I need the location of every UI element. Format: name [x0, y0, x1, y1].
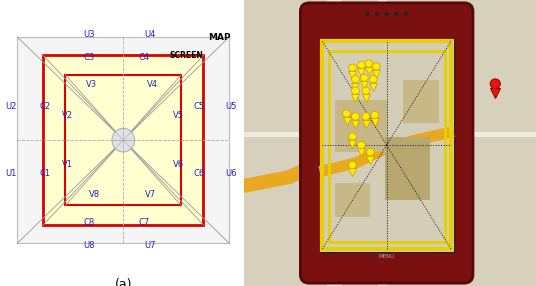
- Circle shape: [369, 76, 377, 83]
- Text: U6: U6: [225, 169, 236, 178]
- Text: V5: V5: [173, 111, 184, 120]
- FancyBboxPatch shape: [300, 3, 473, 283]
- Circle shape: [361, 74, 368, 82]
- Text: U2: U2: [5, 102, 17, 112]
- Bar: [334, 183, 370, 217]
- Bar: [327, 77, 401, 129]
- Circle shape: [362, 87, 370, 94]
- Circle shape: [348, 133, 356, 140]
- Text: V6: V6: [173, 160, 184, 169]
- Bar: [320, 39, 453, 252]
- Circle shape: [375, 12, 379, 16]
- Circle shape: [367, 148, 374, 156]
- Circle shape: [352, 76, 359, 83]
- Circle shape: [348, 161, 356, 169]
- Text: C8: C8: [84, 218, 95, 227]
- Text: U7: U7: [145, 241, 156, 251]
- Text: C4: C4: [139, 53, 150, 62]
- Bar: [65, 75, 181, 205]
- Text: U4: U4: [145, 30, 156, 39]
- Text: V7: V7: [145, 190, 156, 199]
- Bar: [322, 41, 451, 249]
- Text: (b): (b): [369, 272, 386, 285]
- Text: C5: C5: [193, 102, 204, 112]
- Circle shape: [358, 141, 365, 149]
- Bar: [334, 100, 388, 152]
- Bar: [327, 152, 372, 186]
- Bar: [329, 51, 445, 242]
- Circle shape: [362, 113, 370, 120]
- Text: U3: U3: [83, 30, 95, 39]
- Circle shape: [365, 60, 373, 67]
- Text: V8: V8: [90, 190, 101, 199]
- Circle shape: [371, 111, 378, 119]
- Circle shape: [490, 79, 500, 89]
- Circle shape: [394, 12, 398, 16]
- Text: C3: C3: [84, 53, 95, 62]
- Bar: [378, 0, 386, 286]
- Text: C6: C6: [193, 169, 204, 178]
- Bar: [320, 39, 453, 252]
- Circle shape: [358, 61, 365, 69]
- Text: U8: U8: [83, 241, 95, 251]
- Circle shape: [385, 12, 389, 16]
- Circle shape: [348, 64, 356, 72]
- Circle shape: [352, 113, 359, 120]
- Circle shape: [352, 87, 359, 94]
- Text: V2: V2: [62, 111, 73, 120]
- Text: U1: U1: [5, 169, 17, 178]
- Text: V1: V1: [62, 160, 73, 169]
- Circle shape: [404, 12, 408, 16]
- Circle shape: [373, 63, 380, 70]
- Text: C2: C2: [40, 102, 51, 112]
- Circle shape: [112, 128, 135, 152]
- Text: (a): (a): [115, 278, 132, 286]
- Text: C7: C7: [139, 218, 150, 227]
- Text: C1: C1: [40, 169, 51, 178]
- Bar: [43, 55, 204, 225]
- Bar: [327, 0, 342, 286]
- Bar: [403, 80, 439, 123]
- Text: V3: V3: [86, 80, 97, 89]
- Bar: [17, 37, 229, 243]
- Bar: [385, 137, 430, 200]
- Text: MENU: MENU: [378, 254, 394, 259]
- Text: SCREEN: SCREEN: [169, 51, 203, 60]
- Text: U5: U5: [225, 102, 236, 112]
- Bar: [392, 114, 446, 172]
- Bar: [244, 132, 536, 137]
- Text: V4: V4: [147, 80, 158, 89]
- Circle shape: [366, 12, 370, 16]
- Text: MAP: MAP: [208, 33, 230, 42]
- Circle shape: [343, 110, 351, 117]
